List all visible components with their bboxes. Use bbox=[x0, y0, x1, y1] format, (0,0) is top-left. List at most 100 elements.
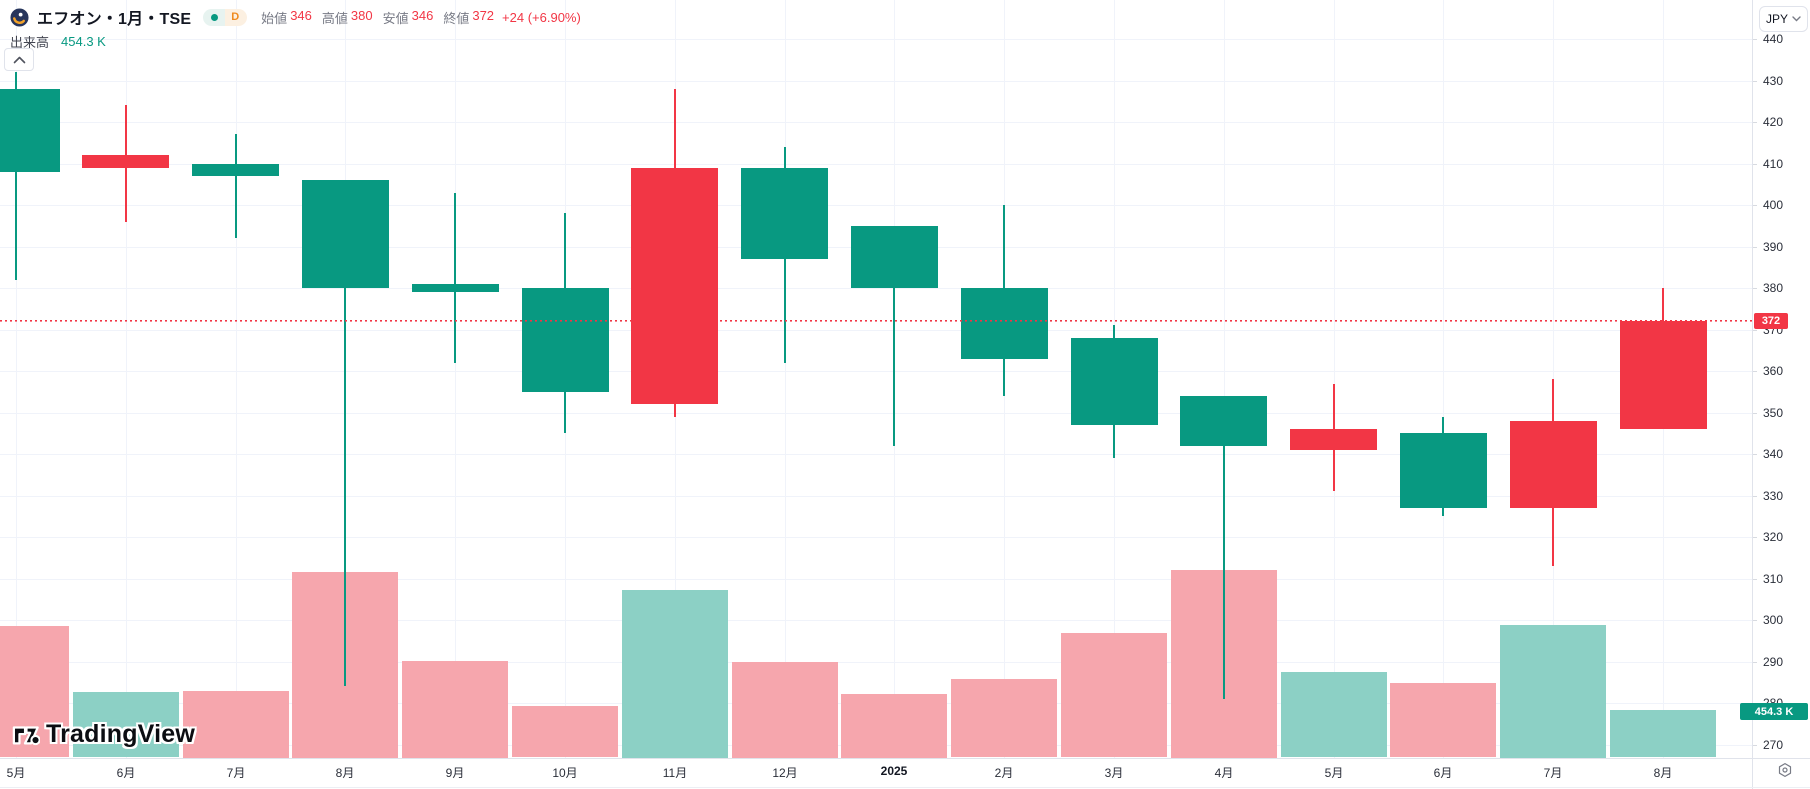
horizontal-gridline bbox=[0, 371, 1752, 372]
ohlc-legend: 始値 346 高値 380 安値 346 終値 372 bbox=[261, 8, 494, 27]
candle-body bbox=[1290, 429, 1378, 450]
price-tick-label: 430 bbox=[1763, 73, 1784, 88]
horizontal-gridline bbox=[0, 495, 1752, 497]
price-tick-mark bbox=[1753, 39, 1757, 40]
month-label: 5月 bbox=[6, 766, 26, 780]
month-label: 6月 bbox=[116, 766, 136, 780]
candle-body bbox=[1619, 321, 1707, 430]
month-label: 8月 bbox=[335, 766, 355, 780]
candle-body bbox=[301, 180, 389, 288]
candle-body bbox=[411, 283, 499, 293]
price-tick-mark bbox=[1753, 412, 1757, 414]
candle-body bbox=[960, 288, 1048, 359]
candle-body bbox=[631, 167, 719, 405]
time-axis-border bbox=[0, 758, 1810, 759]
price-tick-mark bbox=[1753, 288, 1757, 289]
candle-body bbox=[741, 167, 829, 259]
vertical-gridline bbox=[1334, 0, 1335, 758]
candle-wick bbox=[15, 72, 17, 280]
candle-body bbox=[0, 88, 60, 172]
price-tick-label: 310 bbox=[1763, 571, 1784, 586]
volume-value: 454.3 K bbox=[61, 34, 106, 49]
ohlc-item: 始値 346 bbox=[261, 8, 312, 27]
volume-bar bbox=[512, 705, 618, 758]
time-axis[interactable]: 5月 6月 7月 8月 9月 10月 11月 12月 2025 2月 3月 4月 5月 6月 7月 8月 bbox=[0, 759, 1752, 789]
price-tick-label: 300 bbox=[1763, 613, 1784, 627]
candle-body bbox=[521, 288, 609, 392]
volume-bar bbox=[951, 679, 1058, 758]
price-tick-label: 410 bbox=[1763, 156, 1784, 171]
bottom-border bbox=[0, 787, 1810, 788]
month-label: 9月 bbox=[445, 766, 465, 780]
candle-wick bbox=[344, 180, 347, 687]
volume-legend-row: 出来高 454.3 K bbox=[10, 32, 106, 51]
volume-bar bbox=[1390, 682, 1497, 758]
ohlc-item-label: 安値 bbox=[382, 10, 409, 26]
volume-label: 出来高 bbox=[10, 35, 50, 50]
volume-bar bbox=[621, 590, 728, 758]
watermark-text: TradingView bbox=[46, 720, 196, 748]
candle-body bbox=[192, 163, 280, 176]
volume-bar bbox=[402, 661, 509, 758]
ohlc-item: 終値 372 bbox=[443, 8, 494, 27]
volume-bar bbox=[1280, 671, 1387, 758]
vertical-gridline bbox=[16, 0, 17, 758]
horizontal-gridline bbox=[0, 329, 1752, 331]
ohlc-item-value: 346 bbox=[290, 7, 312, 23]
price-tick-mark bbox=[1753, 454, 1757, 455]
horizontal-gridline bbox=[0, 80, 1752, 82]
price-tick-mark bbox=[1753, 163, 1757, 165]
month-label: 6月 bbox=[1433, 766, 1453, 780]
price-tick-label: 320 bbox=[1763, 530, 1784, 544]
price-tick-mark bbox=[1753, 620, 1757, 621]
price-tick-label: 270 bbox=[1763, 737, 1784, 752]
price-tick-label: 290 bbox=[1763, 654, 1784, 669]
volume-bar bbox=[1061, 633, 1167, 758]
price-tick-label: 380 bbox=[1763, 281, 1784, 295]
horizontal-gridline bbox=[0, 288, 1752, 289]
price-tick-mark bbox=[1753, 122, 1757, 123]
vertical-gridline bbox=[1553, 0, 1554, 758]
volume-bar bbox=[841, 693, 948, 758]
price-tick-label: 390 bbox=[1763, 239, 1784, 254]
axis-settings-gear-icon[interactable] bbox=[1777, 762, 1793, 778]
market-status-pill[interactable]: D bbox=[203, 8, 248, 26]
month-label: 5月 bbox=[1324, 766, 1344, 780]
price-tick-label: 400 bbox=[1763, 198, 1784, 212]
vertical-gridline bbox=[785, 0, 786, 758]
vertical-gridline bbox=[126, 0, 127, 758]
price-tick-label: 440 bbox=[1763, 32, 1784, 46]
horizontal-gridline bbox=[0, 578, 1752, 580]
vertical-gridline bbox=[1224, 0, 1225, 758]
ohlc-item-value: 346 bbox=[411, 7, 434, 23]
ohlc-item-label: 終値 bbox=[443, 10, 470, 26]
volume-bar bbox=[72, 691, 179, 758]
collapse-legend-button[interactable] bbox=[4, 48, 34, 71]
currency-selector-button[interactable]: JPY bbox=[1759, 6, 1808, 32]
current-price-line bbox=[0, 320, 1752, 323]
candle-wick bbox=[1222, 395, 1225, 699]
volume-bar bbox=[731, 662, 838, 758]
horizontal-gridline bbox=[0, 454, 1752, 455]
chevron-up-icon bbox=[13, 56, 25, 63]
month-label: 7月 bbox=[226, 766, 246, 780]
candle-body bbox=[1399, 433, 1487, 508]
vertical-gridline bbox=[236, 0, 237, 758]
price-tick-mark bbox=[1753, 205, 1757, 206]
candle-wick bbox=[893, 225, 896, 446]
chart-pane[interactable] bbox=[0, 0, 1752, 758]
symbol-title[interactable]: エフオン・1月・TSE bbox=[37, 11, 192, 28]
price-tick-mark bbox=[1753, 744, 1757, 746]
candle-body bbox=[1180, 395, 1268, 446]
candle-body bbox=[1509, 420, 1597, 508]
price-axis[interactable]: 440 430 420 410 400 390 380 370 360 350 340 330 320 3… bbox=[1753, 0, 1810, 758]
ohlc-item-label: 始値 bbox=[261, 10, 288, 26]
candle-body bbox=[850, 225, 938, 288]
symbol-logo-icon bbox=[10, 7, 29, 27]
price-tick-mark bbox=[1753, 329, 1757, 331]
horizontal-gridline bbox=[0, 163, 1752, 165]
horizontal-gridline bbox=[0, 661, 1752, 663]
delayed-data-badge: D bbox=[225, 8, 248, 26]
horizontal-gridline bbox=[0, 205, 1752, 206]
